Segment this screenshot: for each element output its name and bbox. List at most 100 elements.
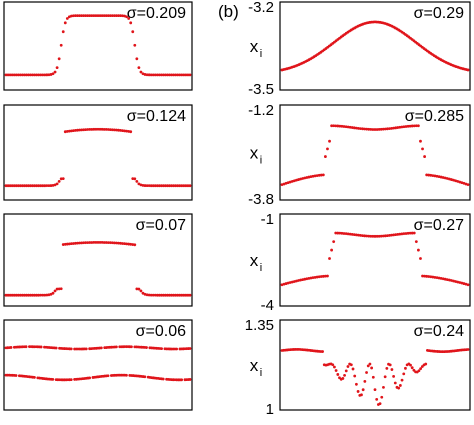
ytick-label: 1	[266, 401, 274, 418]
data-point	[164, 73, 167, 77]
ytick-label: -4	[261, 297, 274, 314]
data-point	[117, 241, 120, 245]
data-point	[27, 184, 30, 188]
data-point	[65, 129, 69, 133]
data-point	[29, 293, 32, 297]
data-point	[188, 184, 192, 188]
data-point	[110, 128, 114, 132]
data-point	[96, 127, 100, 131]
data-point	[55, 287, 59, 291]
data-point	[186, 184, 190, 188]
data-point	[381, 234, 385, 238]
data-point	[431, 275, 435, 279]
data-point	[303, 277, 307, 281]
panel-a4: σ=0.06	[3, 319, 193, 411]
data-point	[326, 147, 329, 151]
data-point	[143, 73, 147, 76]
data-point	[178, 184, 182, 188]
data-point	[419, 257, 422, 260]
data-point	[305, 277, 309, 281]
data-point	[131, 30, 135, 34]
data-point	[98, 241, 102, 244]
data-point	[29, 184, 32, 188]
data-point	[383, 234, 387, 238]
data-point	[363, 234, 367, 238]
data-point	[80, 241, 84, 245]
data-point	[412, 231, 416, 235]
data-point	[406, 124, 410, 128]
sigma-label: σ=0.124	[127, 108, 186, 125]
data-point	[330, 248, 333, 252]
data-point	[43, 184, 47, 188]
data-point	[157, 73, 161, 77]
data-point	[330, 124, 333, 128]
data-point	[90, 127, 94, 131]
data-point	[356, 390, 360, 393]
data-point	[98, 127, 102, 131]
data-point	[70, 242, 73, 246]
data-point	[309, 175, 313, 179]
data-point	[137, 66, 141, 70]
plot-frame	[279, 319, 471, 411]
data-point	[182, 293, 186, 297]
data-point	[366, 364, 370, 368]
data-point	[429, 275, 433, 279]
data-point	[340, 124, 344, 128]
data-point	[80, 14, 84, 17]
data-point	[90, 241, 94, 244]
data-point	[102, 127, 106, 131]
data-point	[143, 375, 147, 379]
data-point	[86, 128, 90, 131]
data-point	[74, 14, 77, 18]
data-point	[86, 241, 90, 244]
data-point	[145, 293, 149, 297]
data-point	[10, 73, 14, 77]
data-point	[31, 184, 34, 188]
data-point	[157, 184, 161, 188]
data-point	[369, 128, 373, 131]
data-point	[35, 73, 39, 77]
data-point	[188, 347, 192, 350]
data-point	[162, 293, 165, 297]
data-point	[96, 241, 100, 244]
data-point	[365, 234, 369, 238]
y-axis-label-subscript: i	[260, 367, 262, 379]
data-point	[406, 231, 410, 235]
data-point	[357, 233, 360, 237]
data-point	[427, 275, 431, 278]
data-point	[4, 73, 8, 77]
data-point	[336, 231, 340, 235]
data-point	[160, 347, 163, 351]
data-point	[94, 241, 98, 244]
data-point	[92, 14, 96, 17]
data-point	[379, 127, 383, 131]
data-point	[119, 14, 122, 18]
data-point	[14, 184, 18, 188]
data-point	[371, 375, 375, 379]
data-point	[441, 277, 445, 281]
data-point	[153, 293, 157, 297]
data-point	[78, 128, 81, 132]
data-point	[31, 73, 34, 77]
data-point	[321, 173, 325, 177]
data-point	[61, 177, 65, 181]
data-point	[435, 174, 439, 178]
data-point	[341, 377, 345, 380]
data-point	[410, 124, 414, 128]
data-point	[12, 293, 16, 297]
data-point	[96, 14, 100, 17]
data-point	[92, 241, 96, 244]
data-point	[157, 293, 161, 297]
data-point	[33, 73, 37, 77]
data-point	[311, 276, 315, 280]
data-point	[427, 173, 431, 177]
data-point	[133, 177, 137, 181]
data-point	[125, 15, 129, 19]
data-point	[74, 241, 77, 245]
data-point	[51, 378, 55, 381]
data-point	[361, 127, 364, 131]
data-point	[115, 241, 118, 245]
data-point	[375, 234, 379, 238]
data-point	[378, 402, 382, 406]
data-point	[57, 57, 61, 61]
